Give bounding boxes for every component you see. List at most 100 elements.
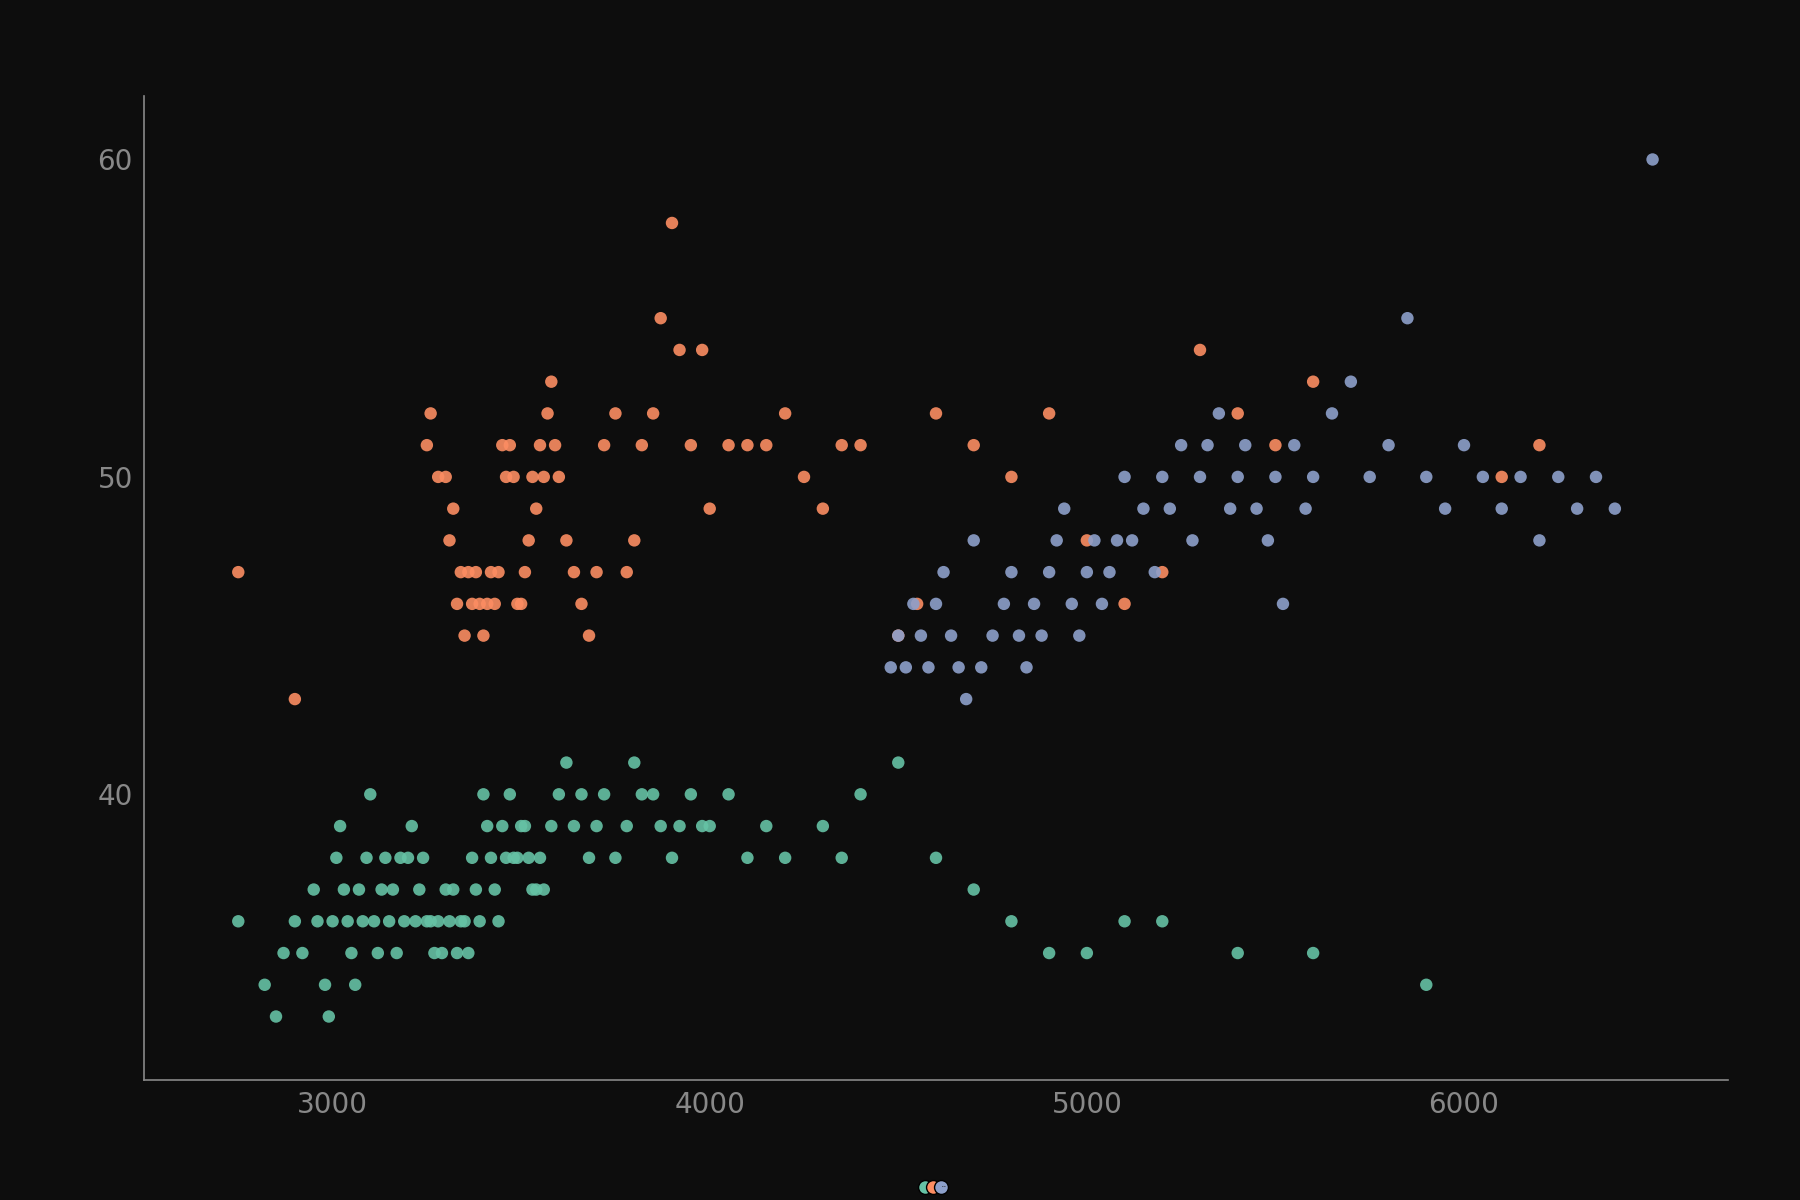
Point [529, 880, 558, 899]
Point [491, 467, 520, 486]
Point [1318, 404, 1346, 424]
Point [477, 848, 506, 868]
Point [601, 404, 630, 424]
Point [423, 912, 452, 931]
Point [461, 563, 490, 582]
Point [1355, 467, 1384, 486]
Point [322, 848, 351, 868]
Point [508, 816, 536, 835]
Point [1156, 499, 1184, 518]
Point [612, 563, 641, 582]
Point [646, 308, 675, 328]
Point [581, 563, 610, 582]
Point [1638, 150, 1667, 169]
Point [1111, 912, 1139, 931]
Point [439, 499, 468, 518]
Point [511, 563, 540, 582]
Point [261, 1007, 290, 1026]
Point [628, 436, 657, 455]
Point [1177, 530, 1206, 550]
Point [733, 436, 761, 455]
Point [457, 594, 486, 613]
Point [367, 880, 396, 899]
Point [353, 848, 382, 868]
Point [770, 404, 799, 424]
Point [349, 912, 378, 931]
Point [484, 912, 513, 931]
Point [1291, 499, 1319, 518]
Point [457, 848, 486, 868]
Point [1431, 499, 1460, 518]
Point [997, 912, 1026, 931]
Point [907, 626, 936, 646]
Point [412, 436, 441, 455]
Point [619, 530, 648, 550]
Point [340, 976, 369, 995]
Point [1525, 436, 1553, 455]
Point [619, 752, 648, 772]
Point [790, 467, 819, 486]
Point [733, 848, 761, 868]
Point [223, 563, 252, 582]
Point [914, 658, 943, 677]
Point [657, 214, 686, 233]
Point [446, 912, 475, 931]
Point [481, 880, 509, 899]
Point [374, 912, 403, 931]
Point [639, 404, 668, 424]
Point [544, 785, 572, 804]
Point [1231, 436, 1260, 455]
Point [1012, 658, 1040, 677]
Point [337, 943, 365, 962]
Point [1035, 943, 1064, 962]
Point [959, 880, 988, 899]
Point [518, 467, 547, 486]
Point [423, 467, 452, 486]
Point [409, 848, 437, 868]
Point [688, 816, 716, 835]
Point [419, 943, 448, 962]
Point [1042, 530, 1071, 550]
Point [428, 943, 457, 962]
Point [967, 658, 995, 677]
Point [499, 848, 527, 868]
Point [646, 816, 675, 835]
Point [522, 499, 551, 518]
Point [443, 594, 472, 613]
Point [385, 848, 414, 868]
Point [319, 912, 347, 931]
Point [828, 848, 857, 868]
Point [536, 816, 565, 835]
Point [371, 848, 400, 868]
Point [1073, 943, 1102, 962]
Point [1224, 943, 1253, 962]
Point [1393, 308, 1422, 328]
Point [360, 912, 389, 931]
Point [473, 816, 502, 835]
Point [884, 626, 913, 646]
Point [846, 436, 875, 455]
Point [401, 912, 430, 931]
Point [1411, 467, 1440, 486]
Point [1253, 530, 1282, 550]
Point [560, 816, 589, 835]
Point [936, 626, 965, 646]
Point [1035, 404, 1064, 424]
Point [990, 594, 1019, 613]
Point [502, 848, 531, 868]
Point [567, 785, 596, 804]
Point [473, 594, 502, 613]
Point [695, 499, 724, 518]
Point [470, 626, 499, 646]
Point [329, 880, 358, 899]
Point [522, 880, 551, 899]
Point [1487, 499, 1516, 518]
Point [677, 785, 706, 804]
Point [333, 912, 362, 931]
Point [1487, 467, 1516, 486]
Point [488, 816, 517, 835]
Point [666, 816, 695, 835]
Point [1336, 372, 1364, 391]
Point [1300, 372, 1328, 391]
Point [1073, 563, 1102, 582]
